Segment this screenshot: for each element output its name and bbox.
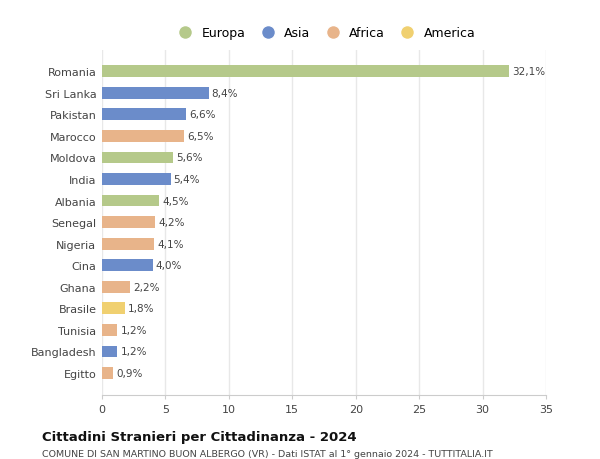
Text: 2,2%: 2,2% xyxy=(133,282,160,292)
Bar xyxy=(102,88,209,100)
Bar xyxy=(102,152,173,164)
Text: 4,2%: 4,2% xyxy=(158,218,185,228)
Text: 4,0%: 4,0% xyxy=(156,261,182,271)
Text: 1,8%: 1,8% xyxy=(128,304,155,313)
Bar xyxy=(102,260,153,272)
Text: 4,5%: 4,5% xyxy=(162,196,189,206)
Text: 6,5%: 6,5% xyxy=(188,132,214,141)
Text: 5,4%: 5,4% xyxy=(173,174,200,185)
Text: 32,1%: 32,1% xyxy=(512,67,545,77)
Bar xyxy=(102,109,186,121)
Bar xyxy=(102,66,509,78)
Text: COMUNE DI SAN MARTINO BUON ALBERGO (VR) - Dati ISTAT al 1° gennaio 2024 - TUTTIT: COMUNE DI SAN MARTINO BUON ALBERGO (VR) … xyxy=(42,449,493,458)
Bar xyxy=(102,174,170,185)
Legend: Europa, Asia, Africa, America: Europa, Asia, Africa, America xyxy=(167,22,481,45)
Bar xyxy=(102,195,159,207)
Text: 8,4%: 8,4% xyxy=(212,89,238,99)
Text: Cittadini Stranieri per Cittadinanza - 2024: Cittadini Stranieri per Cittadinanza - 2… xyxy=(42,431,356,443)
Text: 5,6%: 5,6% xyxy=(176,153,203,163)
Bar xyxy=(102,303,125,314)
Bar xyxy=(102,131,184,142)
Text: 1,2%: 1,2% xyxy=(121,325,147,335)
Text: 4,1%: 4,1% xyxy=(157,239,184,249)
Text: 1,2%: 1,2% xyxy=(121,347,147,357)
Bar xyxy=(102,238,154,250)
Bar xyxy=(102,324,117,336)
Text: 0,9%: 0,9% xyxy=(116,368,143,378)
Bar xyxy=(102,281,130,293)
Text: 6,6%: 6,6% xyxy=(189,110,215,120)
Bar xyxy=(102,217,155,229)
Bar xyxy=(102,367,113,379)
Bar xyxy=(102,346,117,358)
